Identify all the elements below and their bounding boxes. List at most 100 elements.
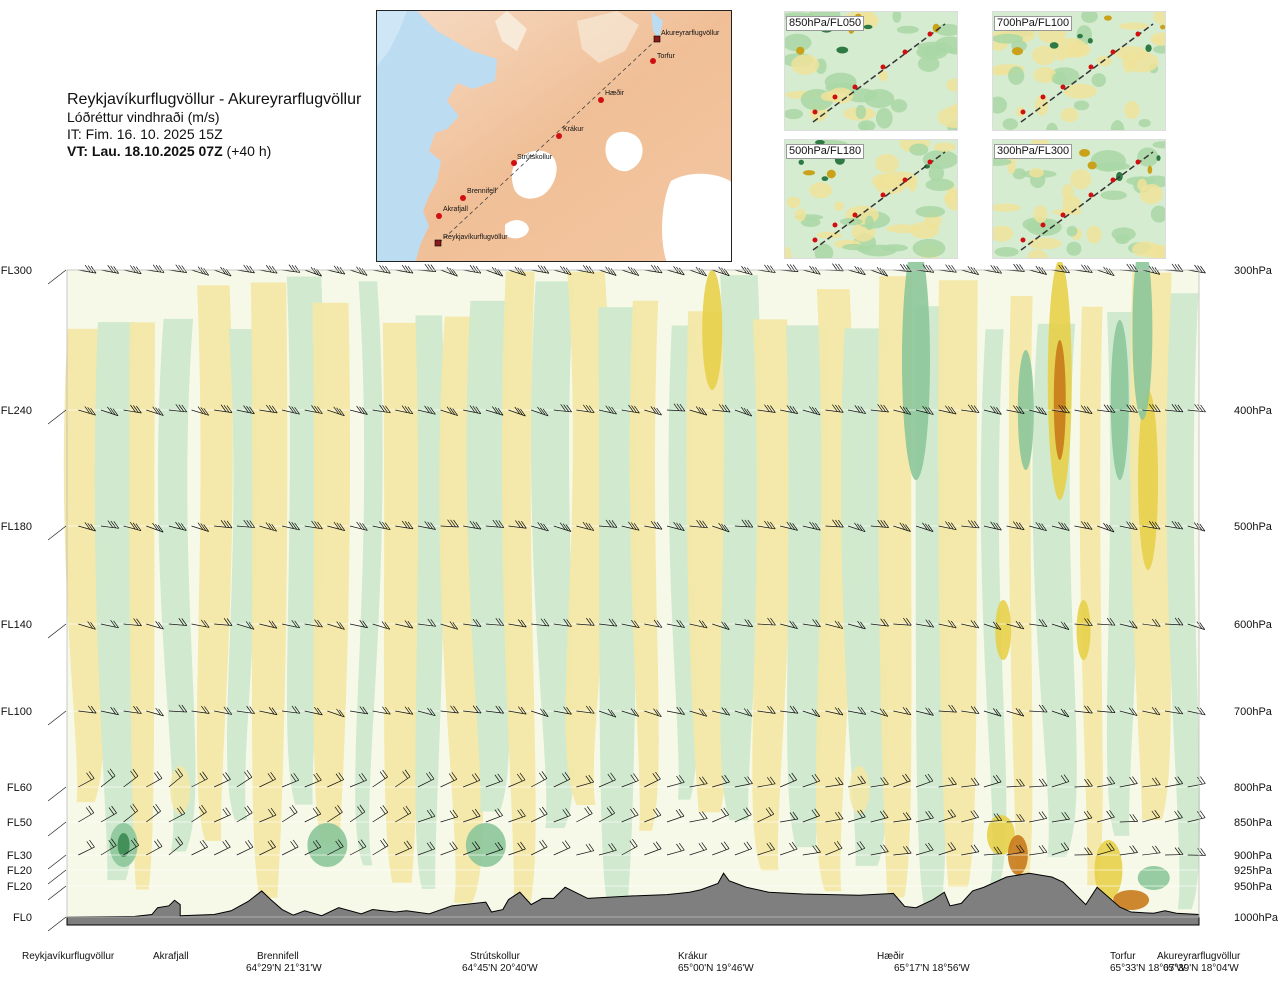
barb-feather: [248, 622, 255, 630]
wind-barb: [1187, 848, 1206, 856]
barb-feather: [176, 807, 183, 816]
map-downdraft: [814, 243, 834, 258]
barb-feather: [924, 523, 931, 531]
marker-krakur: [556, 133, 562, 139]
velocity-maximum: [1053, 340, 1066, 460]
barb-feather: [516, 773, 523, 782]
map-maximum: [1049, 42, 1059, 49]
station-name: Brennifell: [257, 951, 299, 962]
wind-barb: [214, 706, 233, 715]
map-updraft: [1086, 225, 1102, 244]
barb-feather: [607, 773, 614, 782]
wind-barb: [870, 708, 889, 717]
wind-barb: [395, 405, 414, 415]
wind-barb: [236, 405, 255, 415]
barb-feather: [471, 842, 478, 850]
velocity-maximum: [1113, 890, 1150, 910]
barb-feather: [676, 843, 682, 852]
map-downdraft: [1012, 168, 1026, 180]
wind-barb: [304, 806, 322, 823]
wind-barb: [304, 772, 322, 788]
barb-feather: [130, 265, 136, 273]
wind-barb: [553, 840, 571, 856]
barb-feather: [786, 521, 793, 530]
barb-feather: [696, 519, 702, 528]
wind-barb: [802, 619, 821, 628]
barb-feather: [1038, 406, 1044, 415]
barb-feather: [136, 706, 142, 714]
wind-barb: [395, 620, 414, 629]
barb-staff: [802, 623, 821, 628]
wind-barb: [463, 705, 482, 714]
wind-barb: [236, 264, 255, 274]
map-waypoint: [1040, 94, 1046, 100]
level-map-700[interactable]: 700hPa/FL100: [992, 11, 1166, 131]
barb-feather: [721, 707, 728, 715]
wind-barb: [1074, 810, 1093, 823]
barb-staff: [395, 409, 413, 415]
barb-feather: [1132, 845, 1138, 853]
wind-barb: [1142, 845, 1161, 856]
barb-feather: [542, 709, 549, 717]
barb-feather: [449, 407, 456, 415]
barb-feather: [970, 810, 977, 819]
barb-feather: [1149, 403, 1155, 412]
barb-feather: [384, 622, 391, 630]
barb-feather: [764, 264, 770, 272]
wind-barb: [644, 841, 662, 856]
barb-feather: [652, 809, 659, 817]
barb-feather: [563, 618, 569, 627]
barb-feather: [655, 771, 661, 780]
barb-feather: [765, 808, 772, 816]
barb-feather: [112, 408, 119, 416]
barb-feather: [539, 841, 545, 849]
barb-feather: [1038, 811, 1045, 820]
barb-staff: [915, 710, 934, 716]
barb-feather: [701, 620, 708, 629]
barb-feather: [152, 264, 159, 272]
barb-feather: [156, 771, 163, 779]
wind-barb: [870, 404, 889, 413]
barb-staff: [644, 623, 663, 628]
barb-staff: [78, 812, 95, 823]
wind-barb: [146, 804, 161, 823]
downdraft-band: [226, 328, 258, 821]
barb-feather: [857, 266, 863, 275]
barb-feather: [175, 770, 181, 778]
level-map-500[interactable]: 500hPa/FL180: [784, 139, 958, 259]
wind-barb: [100, 768, 116, 788]
barb-feather: [203, 268, 210, 276]
wind-barb: [236, 621, 255, 630]
map-downdraft: [824, 72, 857, 92]
wind-barb: [1165, 404, 1184, 413]
barb-feather: [811, 774, 818, 783]
barb-feather: [426, 773, 432, 781]
barb-feather: [1086, 810, 1093, 819]
barb-feather: [586, 806, 593, 814]
wind-barb: [123, 803, 138, 823]
barb-feather: [222, 841, 228, 849]
barb-feather: [135, 523, 142, 531]
barb-feather: [246, 405, 252, 414]
barb-feather: [469, 405, 476, 413]
map-label-brennifell: Brennifell: [467, 188, 497, 195]
barb-feather: [679, 403, 686, 412]
station-coord: 65°00'N 19°46'W: [678, 963, 754, 974]
level-map-300[interactable]: 300hPa/FL300: [992, 139, 1166, 259]
level-map-850[interactable]: 850hPa/FL050: [784, 11, 958, 131]
barb-feather: [699, 777, 705, 785]
barb-feather: [537, 406, 543, 415]
barb-feather: [1035, 405, 1042, 414]
barb-staff: [689, 269, 707, 277]
barb-feather: [993, 775, 999, 783]
flight-level-tick: [47, 885, 67, 901]
wind-barb: [825, 811, 844, 823]
glacier-hofsjokull: [605, 131, 643, 172]
station-torfur: Torfur 65°33'N 18°07'W: [1110, 951, 1186, 975]
barb-feather: [111, 805, 117, 814]
wind-barb: [236, 705, 255, 714]
wind-barb: [327, 406, 345, 417]
barb-feather: [925, 619, 932, 627]
wind-barb: [983, 774, 1002, 788]
barb-feather: [1196, 523, 1203, 531]
